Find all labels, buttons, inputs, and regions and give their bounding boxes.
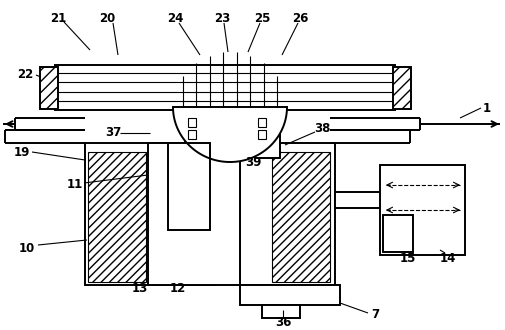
Text: 20: 20 bbox=[99, 12, 115, 24]
Text: 11: 11 bbox=[67, 179, 83, 191]
Text: 37: 37 bbox=[105, 126, 121, 140]
Bar bbox=[255, 110, 280, 158]
Text: 22: 22 bbox=[17, 69, 33, 82]
Text: 26: 26 bbox=[292, 12, 308, 24]
Bar bbox=[335, 192, 435, 208]
Bar bbox=[148, 143, 240, 285]
Bar bbox=[85, 143, 215, 285]
Text: 10: 10 bbox=[19, 242, 35, 254]
Bar bbox=[262, 305, 300, 318]
Text: 7: 7 bbox=[371, 309, 379, 321]
Text: 21: 21 bbox=[50, 12, 66, 24]
Text: 14: 14 bbox=[440, 251, 456, 265]
Bar bbox=[168, 143, 210, 230]
Bar bbox=[188, 118, 196, 127]
Bar bbox=[380, 165, 465, 255]
Bar bbox=[240, 143, 335, 285]
Bar bbox=[185, 110, 210, 158]
Text: 23: 23 bbox=[214, 12, 230, 24]
Text: 13: 13 bbox=[132, 281, 148, 294]
Text: 39: 39 bbox=[245, 155, 261, 169]
Bar bbox=[55, 65, 395, 110]
Polygon shape bbox=[173, 107, 287, 162]
Bar bbox=[240, 285, 340, 305]
Bar bbox=[258, 118, 266, 127]
Bar bbox=[258, 130, 266, 139]
Text: 12: 12 bbox=[170, 281, 186, 294]
Text: 19: 19 bbox=[14, 146, 30, 158]
Bar bbox=[272, 152, 330, 282]
Text: 24: 24 bbox=[167, 12, 183, 24]
Bar bbox=[383, 215, 413, 252]
Text: 1: 1 bbox=[483, 102, 491, 115]
Bar bbox=[40, 67, 58, 109]
Bar bbox=[88, 152, 146, 282]
Text: 36: 36 bbox=[275, 315, 291, 328]
Text: 38: 38 bbox=[314, 121, 330, 135]
Bar bbox=[188, 130, 196, 139]
Text: 25: 25 bbox=[254, 12, 270, 24]
Text: 15: 15 bbox=[400, 251, 416, 265]
Bar bbox=[393, 67, 411, 109]
